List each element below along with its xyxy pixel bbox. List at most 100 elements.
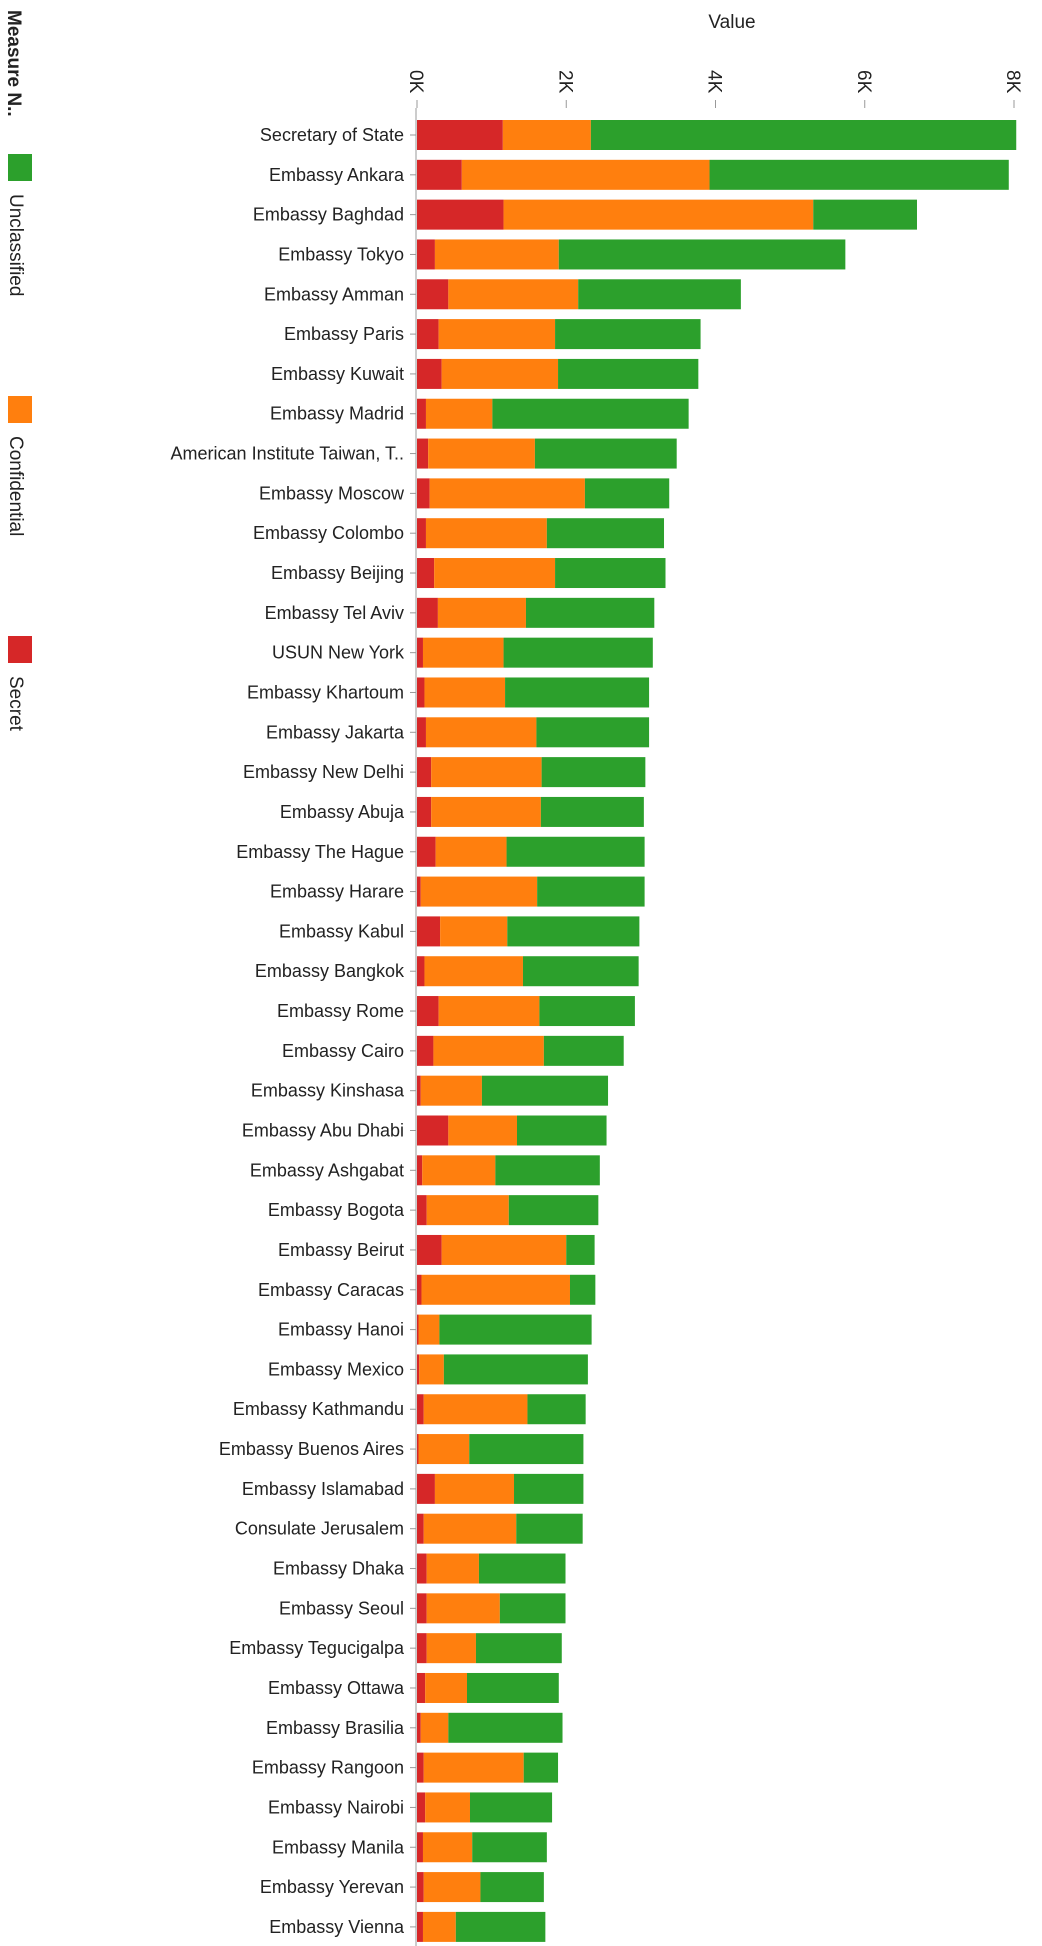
category-label: Embassy Moscow	[259, 483, 405, 503]
bar-segment-secret-embassy-bangkok	[417, 956, 425, 987]
bar-segment-unclassified-embassy-colombo	[546, 518, 665, 549]
bar-segment-unclassified-embassy-tel-aviv	[525, 597, 655, 628]
category-label: Embassy Paris	[284, 324, 404, 344]
category-label: Embassy Dhaka	[273, 1559, 405, 1579]
category-label: Embassy Yerevan	[260, 1877, 404, 1897]
bar-segment-confidential-embassy-dhaka	[426, 1553, 479, 1584]
category-label: Embassy Rangoon	[252, 1758, 404, 1778]
bar-segment-unclassified-embassy-caracas	[569, 1274, 596, 1305]
bar-segment-confidential-embassy-moscow	[429, 478, 585, 509]
bar-segment-secret-embassy-kabul	[417, 916, 441, 947]
bar-segment-confidential-embassy-tegucigalpa	[426, 1633, 476, 1664]
bar-segment-confidential-embassy-bangkok	[424, 956, 523, 987]
bar-segment-confidential-embassy-ashgabat	[422, 1155, 496, 1186]
bar-segment-confidential-embassy-baghdad	[503, 199, 814, 230]
bar-segment-confidential-embassy-paris	[438, 319, 556, 350]
bar-segment-unclassified-embassy-beijing	[555, 558, 666, 589]
bar-segment-confidential-embassy-islamabad	[434, 1473, 515, 1504]
bar-segment-unclassified-embassy-moscow	[584, 478, 670, 509]
x-axis: 0K 2K 4K 6K 8K	[405, 70, 1023, 108]
category-label: Consulate Jerusalem	[235, 1519, 404, 1539]
bar-segment-secret-embassy-brasilia	[417, 1712, 421, 1743]
category-label: Embassy Tegucigalpa	[229, 1638, 405, 1658]
bar-segment-unclassified-embassy-new-delhi	[541, 757, 646, 788]
category-label: Embassy Manila	[272, 1837, 405, 1857]
bar-segment-secret-embassy-manila	[417, 1832, 423, 1863]
x-tick-label: 0K	[405, 70, 426, 94]
bar-segment-confidential-embassy-nairobi	[425, 1792, 470, 1823]
bar-segment-unclassified-embassy-the-hague	[506, 836, 645, 867]
bar-segment-secret-embassy-abu-dhabi	[417, 1115, 449, 1146]
legend: Measure N.. Unclassified Confidential Se…	[3, 10, 32, 732]
bar-segment-confidential-embassy-jakarta	[425, 717, 537, 748]
bar-segment-secret-secretary-of-state	[417, 120, 503, 150]
bar-segment-confidential-embassy-the-hague	[435, 836, 507, 867]
category-label: Embassy Beijing	[271, 563, 404, 583]
bar-segment-unclassified-embassy-kathmandu	[527, 1394, 586, 1425]
bar-segment-confidential-embassy-bogota	[426, 1195, 509, 1226]
category-label: Embassy Mexico	[268, 1359, 404, 1379]
bar-segment-unclassified-embassy-bogota	[508, 1195, 599, 1226]
category-label: Embassy Nairobi	[268, 1797, 404, 1817]
bar-segment-unclassified-embassy-paris	[555, 319, 701, 350]
category-label: Embassy Ottawa	[268, 1678, 405, 1698]
bar-segment-confidential-embassy-rome	[438, 996, 540, 1027]
bar-segment-secret-embassy-islamabad	[417, 1473, 435, 1504]
bar-segment-confidential-embassy-colombo	[425, 518, 547, 549]
bar-segment-confidential-embassy-abuja	[431, 796, 541, 827]
bar-segment-unclassified-embassy-bangkok	[522, 956, 639, 987]
category-label: Embassy Beirut	[278, 1240, 404, 1260]
bar-segment-unclassified-embassy-baghdad	[813, 199, 917, 230]
bar-segment-unclassified-embassy-abu-dhabi	[516, 1115, 607, 1146]
category-label: Embassy Seoul	[279, 1598, 404, 1618]
bar-segment-confidential-embassy-cairo	[433, 1035, 544, 1066]
category-label: Embassy Brasilia	[266, 1718, 405, 1738]
bar-segment-unclassified-consulate-jerusalem	[516, 1513, 583, 1544]
bar-segment-confidential-embassy-madrid	[425, 398, 493, 429]
bar-segment-confidential-embassy-abu-dhabi	[448, 1115, 517, 1146]
bar-segment-confidential-embassy-harare	[420, 876, 538, 907]
bar-segment-confidential-embassy-caracas	[421, 1274, 570, 1305]
bar-segment-secret-embassy-paris	[417, 319, 439, 350]
legend-label-secret: Secret	[5, 676, 26, 732]
bar-segment-secret-embassy-harare	[417, 876, 421, 907]
bar-segment-unclassified-embassy-mexico	[443, 1354, 588, 1385]
bar-segment-unclassified-embassy-rome	[539, 996, 635, 1027]
bar-segment-unclassified-embassy-kuwait	[558, 358, 699, 389]
bar-segment-secret-embassy-mexico	[417, 1354, 420, 1385]
category-label: Embassy Cairo	[282, 1041, 404, 1061]
bar-segment-confidential-embassy-khartoum	[424, 677, 506, 708]
bar-segment-unclassified-embassy-amman	[578, 279, 741, 310]
category-label: Embassy Jakarta	[266, 722, 405, 742]
bar-segment-confidential-embassy-kuwait	[441, 358, 559, 389]
bar-segment-secret-embassy-beijing	[417, 558, 435, 589]
bar-segment-confidential-embassy-new-delhi	[431, 757, 542, 788]
bar-segment-unclassified-embassy-jakarta	[536, 717, 650, 748]
bar-segment-confidential-embassy-hanoi	[418, 1314, 440, 1345]
x-tick-label: 2K	[554, 70, 575, 94]
category-label: Embassy Ankara	[269, 165, 405, 185]
category-label: Embassy Bogota	[268, 1200, 405, 1220]
bar-segment-confidential-embassy-kathmandu	[423, 1394, 528, 1425]
bar-segment-secret-embassy-madrid	[417, 398, 426, 429]
bar-segment-secret-embassy-caracas	[417, 1274, 422, 1305]
bar-segment-secret-embassy-baghdad	[417, 199, 504, 230]
category-label: USUN New York	[272, 643, 405, 663]
bar-segment-confidential-embassy-tokyo	[434, 239, 559, 270]
bar-segment-confidential-embassy-amman	[448, 279, 579, 310]
bar-segment-confidential-american-institute-taiwan-t	[428, 438, 535, 469]
bar-segment-confidential-embassy-yerevan	[423, 1872, 481, 1903]
bar-segment-confidential-embassy-manila	[422, 1832, 473, 1863]
bar-segment-confidential-embassy-ottawa	[425, 1672, 467, 1703]
category-label: Embassy The Hague	[236, 842, 404, 862]
bar-segment-secret-embassy-seoul	[417, 1593, 427, 1624]
category-label: Embassy Ashgabat	[250, 1160, 404, 1180]
bar-segment-unclassified-embassy-ottawa	[466, 1672, 559, 1703]
bar-segment-secret-embassy-yerevan	[417, 1872, 424, 1903]
bar-segment-unclassified-embassy-khartoum	[505, 677, 650, 708]
bar-segment-secret-embassy-tegucigalpa	[417, 1633, 427, 1664]
x-tick-label: 6K	[853, 70, 874, 94]
bar-segment-unclassified-embassy-kinshasa	[481, 1075, 609, 1106]
bar-segment-unclassified-embassy-dhaka	[478, 1553, 566, 1584]
bar-segment-confidential-embassy-brasilia	[420, 1712, 449, 1743]
